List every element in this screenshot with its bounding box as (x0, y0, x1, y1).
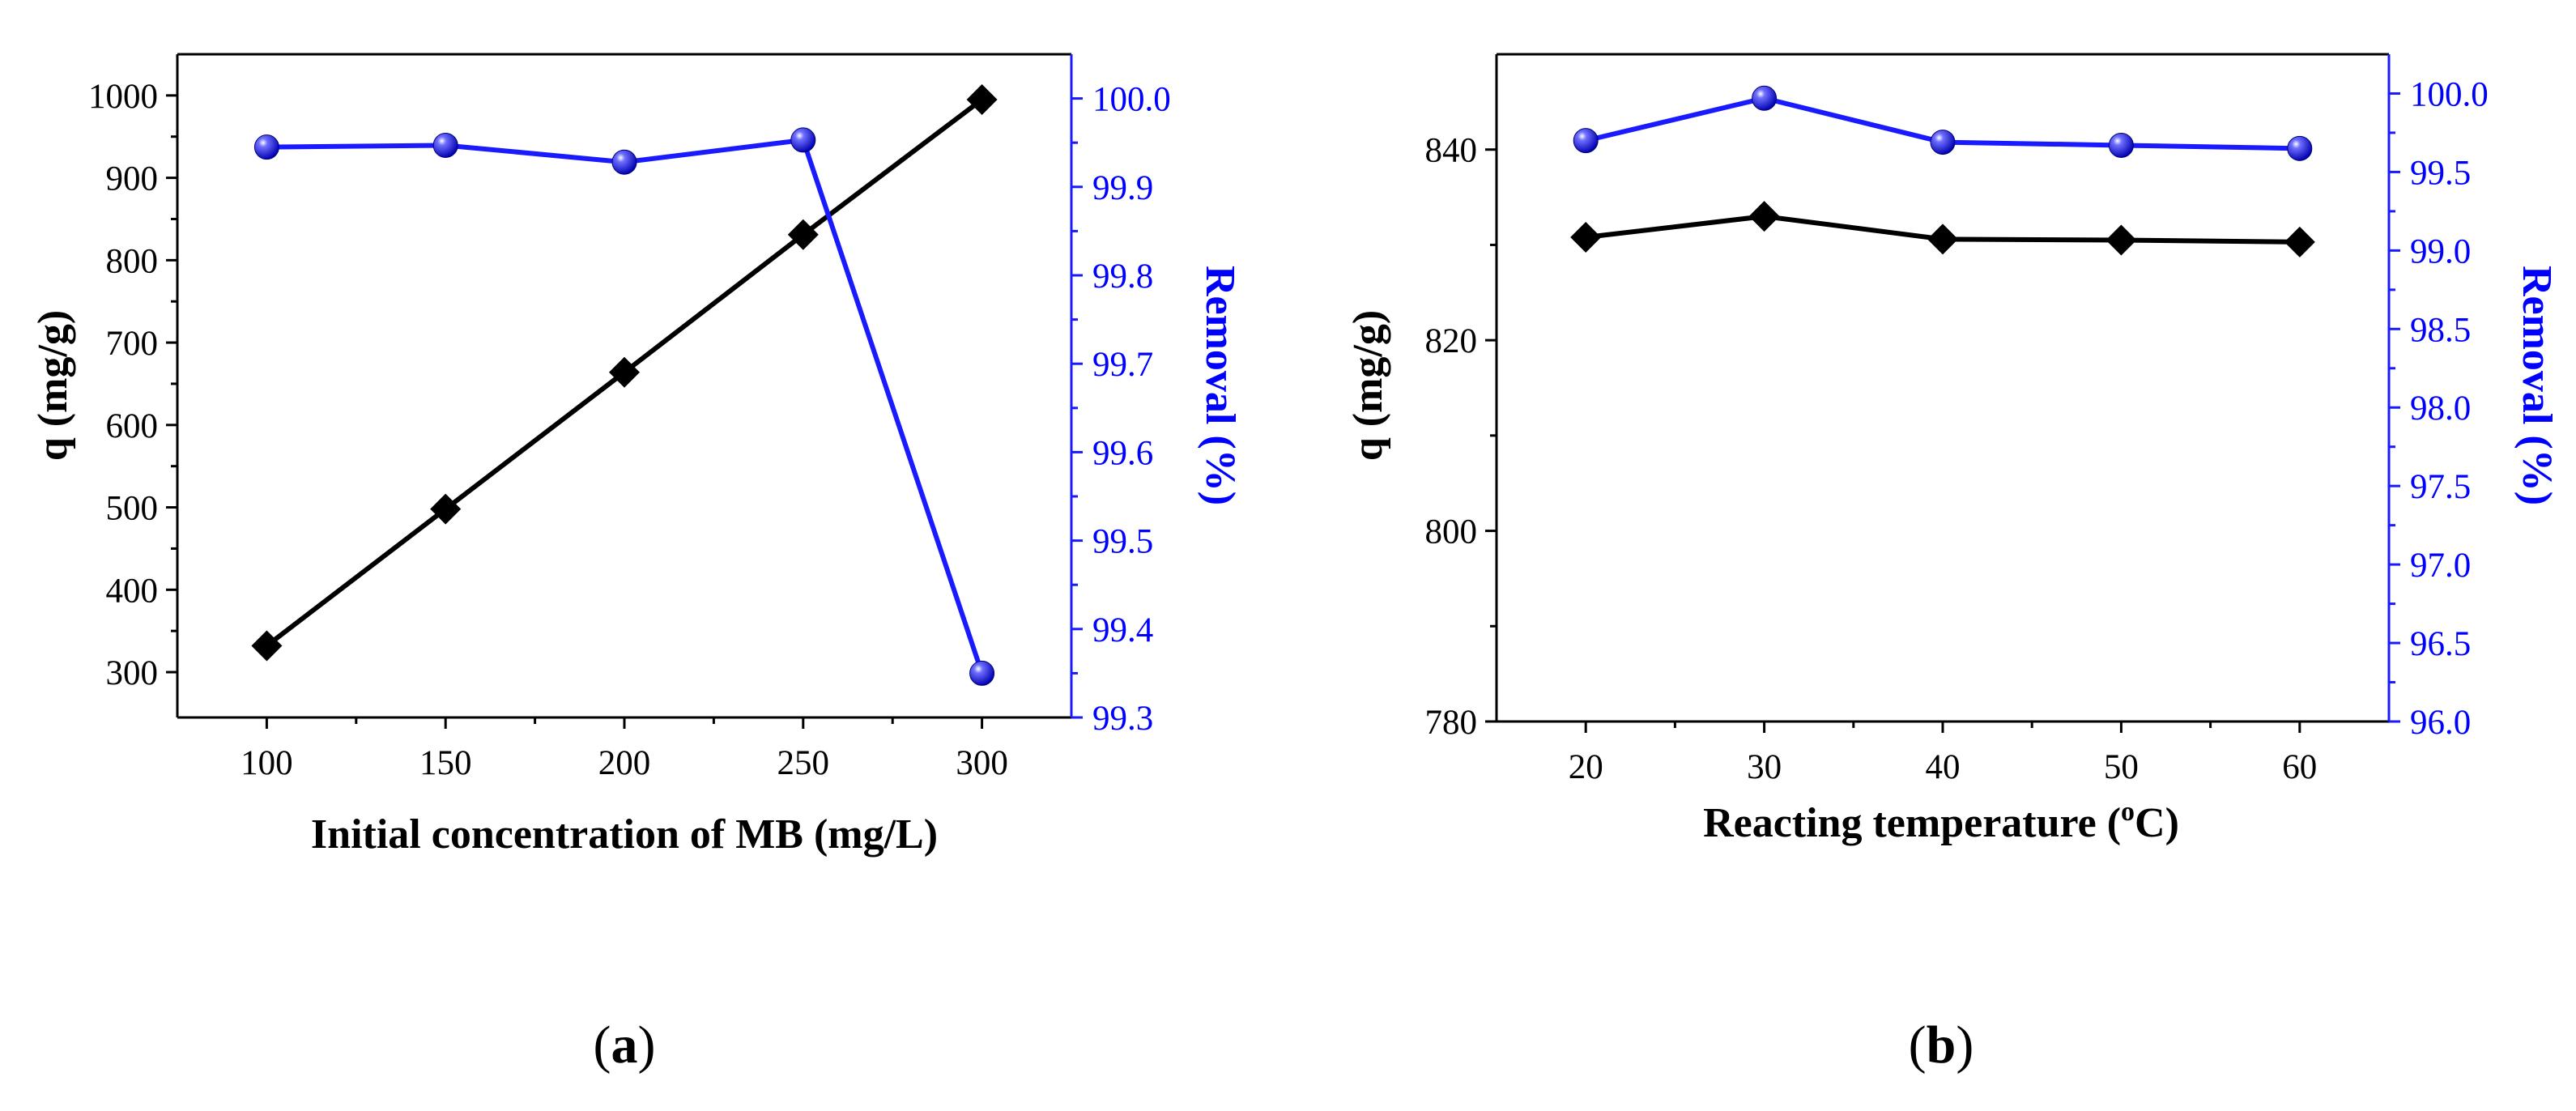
x-tick-label: 250 (777, 744, 830, 782)
removal-data-point (432, 132, 458, 158)
y-left-tick-label: 840 (1425, 132, 1478, 170)
x-tick-label: 60 (2282, 748, 2317, 786)
q-data-point (787, 219, 819, 250)
q-data-point (1927, 223, 1958, 255)
y-left-tick-label: 500 (106, 490, 159, 528)
removal-data-point (2108, 132, 2134, 158)
panel-b-left-y-axis-title: q (mg/g) (1345, 310, 1391, 461)
panel-a-x-ticks: 100 150 200 250 300 (241, 717, 1008, 782)
removal-data-point (969, 660, 995, 686)
x-tick-label: 30 (1747, 748, 1782, 786)
y-right-tick-label: 99.8 (1092, 258, 1153, 296)
q-data-point (1748, 201, 1780, 232)
panel-b-label-letter: b (1927, 1015, 1956, 1075)
panel-a-left-y-axis-title: q (mg/g) (30, 310, 76, 461)
y-left-tick-label: 400 (106, 572, 159, 610)
y-right-tick-label: 99.9 (1092, 169, 1153, 207)
y-right-tick-label: 96.0 (2410, 704, 2471, 742)
y-right-tick-label: 99.4 (1092, 611, 1153, 649)
y-right-tick-label: 99.7 (1092, 346, 1153, 384)
y-right-tick-label: 100.0 (2410, 75, 2489, 113)
panel-b-x-axis-title-main: Reacting temperature ( (1703, 800, 2121, 846)
panel-b-label-open: ( (1909, 1015, 1927, 1075)
panel-a-label-letter: a (611, 1015, 638, 1075)
removal-data-point (2287, 135, 2313, 161)
removal-data-point (1573, 128, 1599, 154)
panel-b-q-series (1570, 201, 2315, 258)
y-left-tick-label: 700 (106, 325, 159, 363)
panel-b-removal-series (1573, 85, 2313, 161)
q-data-point (430, 493, 462, 525)
panel-b-x-axis-title: Reacting temperature (oC) (1703, 797, 2179, 846)
panel-a-label: (a) (594, 1015, 656, 1075)
y-right-tick-label: 96.5 (2410, 625, 2471, 663)
panel-b-left-y-ticks: 780 800 820 840 (1425, 132, 1497, 742)
panel-b-label: (b) (1909, 1015, 1974, 1075)
y-right-tick-label: 99.5 (2410, 154, 2471, 192)
q-data-point (251, 630, 283, 662)
x-tick-label: 20 (1569, 748, 1603, 786)
q-data-point (2284, 226, 2315, 258)
removal-data-point (253, 134, 279, 160)
panel-a-x-axis-title: Initial concentration of MB (mg/L) (311, 811, 938, 858)
y-left-tick-label: 300 (106, 654, 159, 692)
x-tick-label: 300 (956, 744, 1008, 782)
chart-panel-b: 20 30 40 50 60 780 800 820 840 96.0 96.5 97.0 97.5… (1345, 53, 2560, 1075)
x-tick-label: 200 (598, 744, 651, 782)
q-data-point (2106, 224, 2137, 256)
y-right-tick-label: 100.0 (1092, 81, 1171, 119)
y-left-tick-label: 780 (1425, 704, 1478, 742)
y-right-tick-label: 99.5 (1092, 523, 1153, 561)
panel-b-x-ticks: 20 30 40 50 60 (1569, 722, 2317, 786)
q-data-point (1570, 222, 1602, 253)
removal-data-point (1930, 130, 1956, 155)
x-tick-label: 50 (2104, 748, 2139, 786)
panel-b-x-axis-title-superscript: o (2121, 797, 2135, 827)
panel-b-x-axis-title-end: C) (2135, 800, 2179, 846)
removal-data-point (1752, 85, 1778, 111)
removal-series-line (266, 137, 985, 675)
panel-a-label-close: ) (638, 1015, 656, 1075)
x-tick-label: 150 (419, 744, 472, 782)
x-tick-label: 40 (1926, 748, 1961, 786)
y-right-tick-label: 98.0 (2410, 389, 2471, 428)
y-right-tick-label: 99.6 (1092, 434, 1153, 472)
removal-data-point (611, 149, 637, 175)
y-right-tick-label: 97.0 (2410, 547, 2471, 585)
y-left-tick-label: 800 (106, 242, 159, 280)
q-data-point (966, 83, 998, 115)
chart-panel-a: 100 150 200 250 300 300 400 500 600 700 800 900 100… (30, 53, 1243, 1075)
x-tick-label: 100 (241, 744, 293, 782)
panel-b-frame (1495, 53, 2391, 723)
removal-data-point (790, 127, 816, 153)
y-right-tick-label: 99.0 (2410, 232, 2471, 270)
panel-a-right-y-ticks: 99.3 99.4 99.5 99.6 99.7 99.8 99.9 100.0 (1071, 81, 1171, 738)
y-left-tick-label: 900 (106, 160, 159, 198)
y-right-tick-label: 99.3 (1092, 700, 1153, 738)
panel-a-frame (176, 53, 1073, 719)
panel-b-right-y-ticks: 96.0 96.5 97.0 97.5 98.0 98.5 99.0 99.5 100.0 (2389, 75, 2489, 742)
panel-a-removal-series (253, 127, 995, 686)
y-right-tick-label: 98.5 (2410, 311, 2471, 349)
y-left-tick-label: 800 (1425, 513, 1478, 551)
y-left-tick-label: 1000 (88, 78, 158, 116)
y-left-tick-label: 820 (1425, 322, 1478, 360)
panel-a-right-y-axis-title: Removal (%) (1197, 266, 1243, 505)
panel-a-q-series (251, 83, 998, 662)
panel-a-label-open: ( (594, 1015, 611, 1075)
panel-b-label-close: ) (1956, 1015, 1974, 1075)
y-right-tick-label: 97.5 (2410, 468, 2471, 506)
q-data-point (609, 356, 640, 388)
panel-b-right-y-axis-title: Removal (%) (2514, 266, 2560, 505)
y-left-tick-label: 600 (106, 407, 159, 445)
panel-a-left-y-ticks: 300 400 500 600 700 800 900 1000 (88, 78, 177, 692)
